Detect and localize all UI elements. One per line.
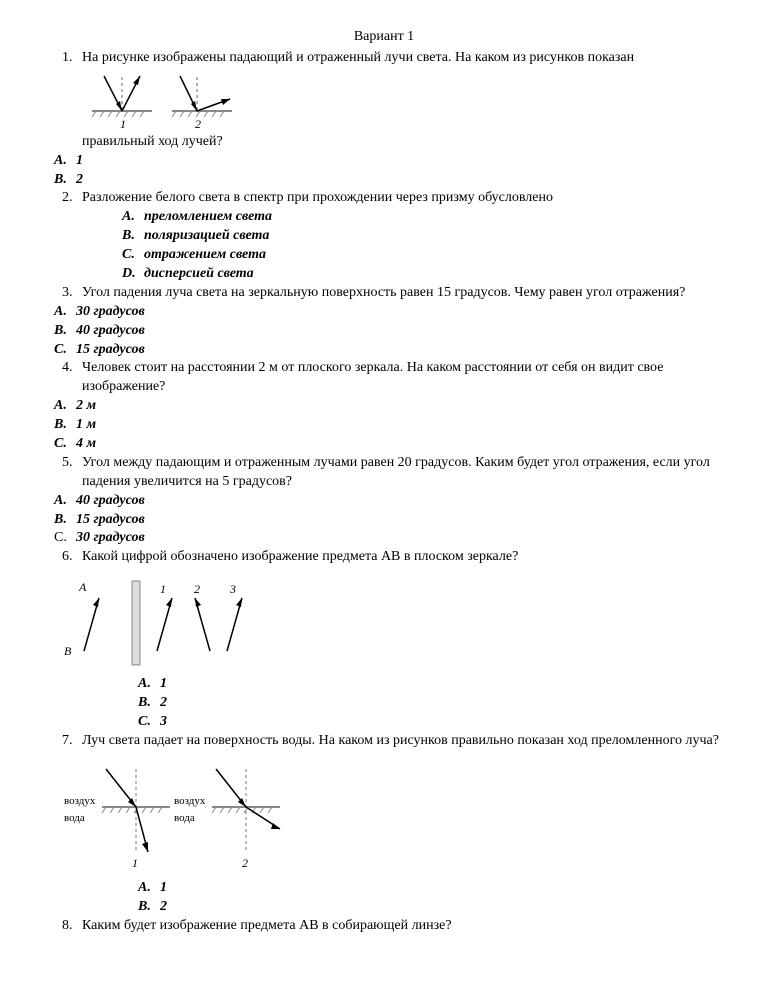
question-6: Какой цифрой обозначено изображение пред… (76, 548, 720, 732)
q1-fig-label-2: 2 (195, 117, 201, 131)
q4-option-b: B.1 м (54, 416, 720, 435)
q6-figure: A B 1 2 3 (62, 573, 720, 673)
q7-air-2: воздух (174, 795, 206, 807)
q6-option-b: B.2 (138, 694, 720, 713)
q3-option-c: C.15 градусов (54, 341, 720, 360)
q1-text-before: На рисунке изображены падающий и отражен… (82, 49, 720, 68)
q1-option-a: A.1 (54, 152, 720, 171)
q3-option-a: A.30 градусов (54, 303, 720, 322)
q2-option-c: C.отражением света (122, 246, 720, 265)
variant-title: Вариант 1 (48, 28, 720, 47)
q7-figure: воздух вода (62, 757, 720, 877)
q3-option-b: B.40 градусов (54, 322, 720, 341)
q1-text-after: правильный ход лучей? (82, 133, 720, 152)
q6-num-3: 3 (229, 582, 236, 596)
q1-figure: 1 2 (82, 71, 720, 131)
q4-option-a: A.2 м (54, 397, 720, 416)
q2-option-d: D.дисперсией света (122, 265, 720, 284)
q7-water-1: вода (64, 812, 85, 824)
q6-num-2: 2 (194, 582, 200, 596)
q6-text: Какой цифрой обозначено изображение пред… (82, 548, 720, 567)
q1-option-b: B.2 (54, 171, 720, 190)
q5-option-b: B.15 градусов (54, 511, 720, 530)
q4-option-c: C.4 м (54, 435, 720, 454)
q7-water-2: вода (174, 812, 195, 824)
q6-label-b: B (64, 644, 72, 658)
q4-text: Человек стоит на расстоянии 2 м от плоск… (82, 359, 720, 397)
q7-option-b: B.2 (138, 898, 720, 917)
question-1: На рисунке изображены падающий и отражен… (76, 49, 720, 190)
q7-label-2: 2 (242, 856, 248, 870)
q2-option-a: A.преломлением света (122, 208, 720, 227)
q7-text: Луч света падает на поверхность воды. На… (82, 732, 720, 751)
q2-option-b: B.поляризацией света (122, 227, 720, 246)
q6-label-a: A (78, 580, 87, 594)
question-8: Каким будет изображение предмета АВ в со… (76, 917, 720, 936)
q6-num-1: 1 (160, 582, 166, 596)
question-2: Разложение белого света в спектр при про… (76, 189, 720, 283)
question-list: На рисунке изображены падающий и отражен… (48, 49, 720, 936)
q3-text: Угол падения луча света на зеркальную по… (82, 284, 720, 303)
q6-option-a: A.1 (138, 675, 720, 694)
question-4: Человек стоит на расстоянии 2 м от плоск… (76, 359, 720, 453)
question-3: Угол падения луча света на зеркальную по… (76, 284, 720, 360)
q5-option-c: C.30 градусов (54, 529, 720, 548)
question-7: Луч света падает на поверхность воды. На… (76, 732, 720, 917)
question-5: Угол между падающим и отраженным лучами … (76, 454, 720, 548)
q7-option-a: A.1 (138, 879, 720, 898)
q2-text: Разложение белого света в спектр при про… (82, 189, 720, 208)
q7-label-1: 1 (132, 856, 138, 870)
q1-fig-label-1: 1 (120, 117, 126, 131)
q5-text: Угол между падающим и отраженным лучами … (82, 454, 720, 492)
q5-option-a: A.40 градусов (54, 492, 720, 511)
q7-air-1: воздух (64, 795, 96, 807)
q8-text: Каким будет изображение предмета АВ в со… (82, 917, 720, 936)
q6-option-c: C.3 (138, 713, 720, 732)
